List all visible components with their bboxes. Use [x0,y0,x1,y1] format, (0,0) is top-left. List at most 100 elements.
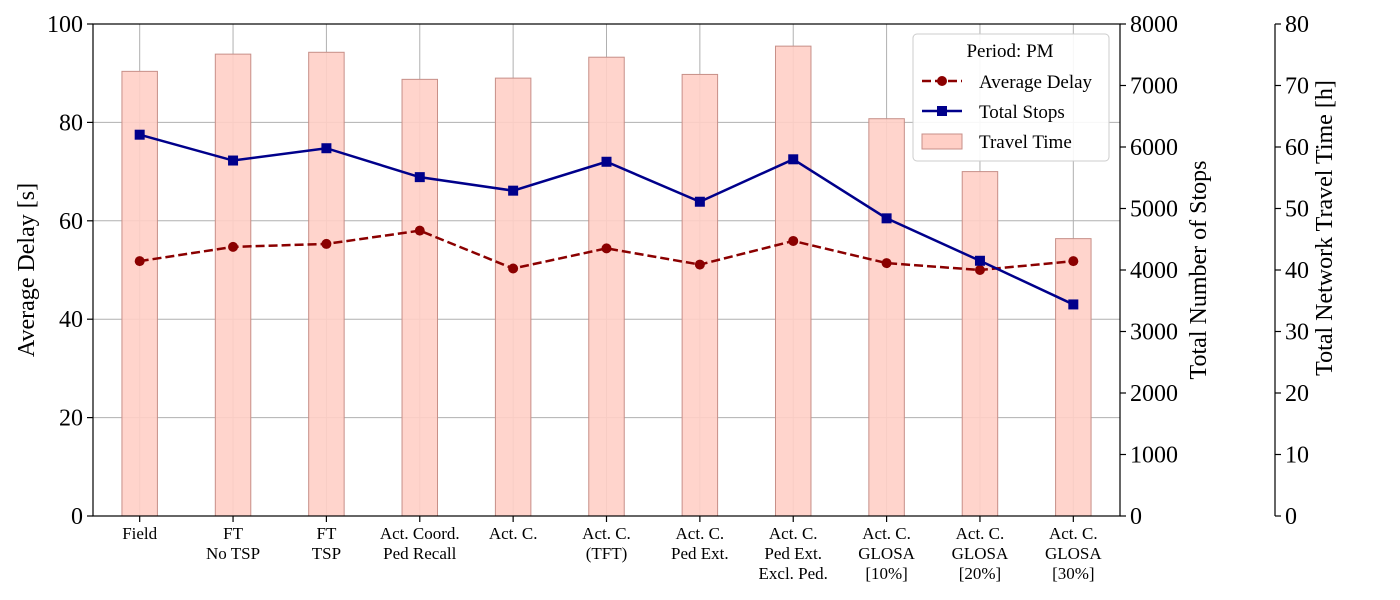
category-label: FT TSP [312,524,341,563]
right2-tick-label: 80 [1285,12,1309,38]
right2-tick-label: 70 [1285,74,1309,100]
category-label-line: [30%] [1052,564,1094,583]
travel-time-bar [121,70,158,517]
average-delay-point [1068,256,1079,267]
legend-travel-time-swatch [921,133,963,150]
right1-tick-label: 7000 [1130,74,1178,100]
category-label: Act. C. (TFT) [582,524,631,563]
category-label-line: FT [223,524,243,543]
legend-total-stops-marker [937,106,947,116]
total-stops-point [601,156,612,167]
category-label-line: [20%] [959,564,1001,583]
legend-average-delay-marker [937,76,947,86]
legend-frame [912,33,1110,162]
category-label: FT No TSP [206,524,260,563]
travel-time-bar [588,56,625,517]
right1-tick-label: 6000 [1130,135,1178,161]
category-label-line: TSP [312,544,341,563]
category-label-line: No TSP [206,544,260,563]
average-delay-point [414,225,425,236]
right2-tick-label: 50 [1285,197,1309,223]
right1-tick-label: 2000 [1130,381,1178,407]
total-stops-point [788,154,799,165]
category-label: Act. C. Ped Ext. Excl. Ped. [759,524,828,583]
average-delay-point [321,238,332,249]
average-delay-line [139,229,1074,272]
total-stops-point [1068,299,1079,310]
category-label: Act. Coord. Ped Recall [380,524,460,563]
category-label: Act. C. GLOSA [30%] [1045,524,1102,583]
travel-time-bar [1055,238,1092,517]
category-label-line: GLOSA [858,544,915,563]
right2-tick-label: 10 [1285,443,1309,469]
category-label-line: Act. C. [1049,524,1098,543]
right2-tick-label: 30 [1285,320,1309,346]
category-label-line: Ped Ext. [671,544,729,563]
right2-axis-title: Total Network Travel Time [h] [1312,80,1338,376]
average-delay-point [508,263,519,274]
legend-total-stops-label: Total Stops [979,102,1065,123]
left-axis-title: Average Delay [s] [14,183,40,357]
category-label-line: Act. C. [676,524,725,543]
legend-average-delay-label: Average Delay [979,72,1093,93]
category-label-line: Ped Ext. [764,544,822,563]
left-tick-label: 40 [59,307,83,333]
average-delay-point [694,259,705,270]
left-tick-label: 20 [59,406,83,432]
category-label-line: Ped Recall [383,544,456,563]
category-label-line: Act. C. [489,524,538,543]
right1-tick-label: 1000 [1130,443,1178,469]
right2-tick-label: 20 [1285,381,1309,407]
right1-axis-title: Total Number of Stops [1186,161,1212,380]
category-label-line: Excl. Ped. [759,564,828,583]
right1-tick-label: 0 [1130,504,1142,530]
series-lines [134,129,1079,310]
total-stops-point [414,172,425,183]
category-label-line: Act. C. [862,524,911,543]
average-delay-point [601,243,612,254]
category-label: Act. C. Ped Ext. [671,524,729,563]
left-tick-label: 0 [71,504,83,530]
travel-time-bar [961,171,999,517]
total-stops-point [134,129,145,140]
travel-time-bar [401,78,439,517]
category-label-line: GLOSA [1045,544,1102,563]
average-delay-point [881,258,892,269]
average-delay-point [788,235,799,246]
left-tick-label: 60 [59,209,83,235]
category-label-line: (TFT) [586,544,628,563]
travel-time-bar [214,53,252,517]
category-label-line: GLOSA [952,544,1009,563]
right1-tick-label: 3000 [1130,320,1178,346]
category-label-line: [10%] [865,564,907,583]
travel-time-bars [121,45,1092,517]
right1-tick-label: 8000 [1130,12,1178,38]
right2-tick-label: 60 [1285,135,1309,161]
average-delay-point [228,241,239,252]
legend-title: Period: PM [966,41,1053,62]
category-label: Act. C. GLOSA [10%] [858,524,915,583]
total-stops-point [321,143,332,154]
left-tick-label: 100 [47,12,83,38]
right1-tick-label: 5000 [1130,197,1178,223]
category-label: Act. C. GLOSA [20%] [952,524,1009,583]
category-label-line: Field [122,524,157,543]
total-stops-point [694,196,705,207]
category-label: Field [122,524,157,543]
axes: 0204060801000100020003000400050006000700… [47,12,1309,583]
average-delay-point [974,265,985,275]
category-label: Act. C. [489,524,538,543]
category-label-line: Act. Coord. [380,524,460,543]
left-tick-label: 80 [59,110,83,136]
legend-travel-time-label: Travel Time [979,132,1072,153]
category-label-line: Act. C. [582,524,631,543]
travel-time-bar [868,118,905,517]
total-stops-point [974,255,985,266]
right2-tick-label: 0 [1285,504,1297,530]
legend: Period: PM Average Delay Total Stops Tra… [912,33,1110,162]
travel-time-bar [774,45,812,517]
category-label-line: Act. C. [956,524,1005,543]
travel-time-bar [681,73,719,517]
travel-time-bar [494,77,532,517]
